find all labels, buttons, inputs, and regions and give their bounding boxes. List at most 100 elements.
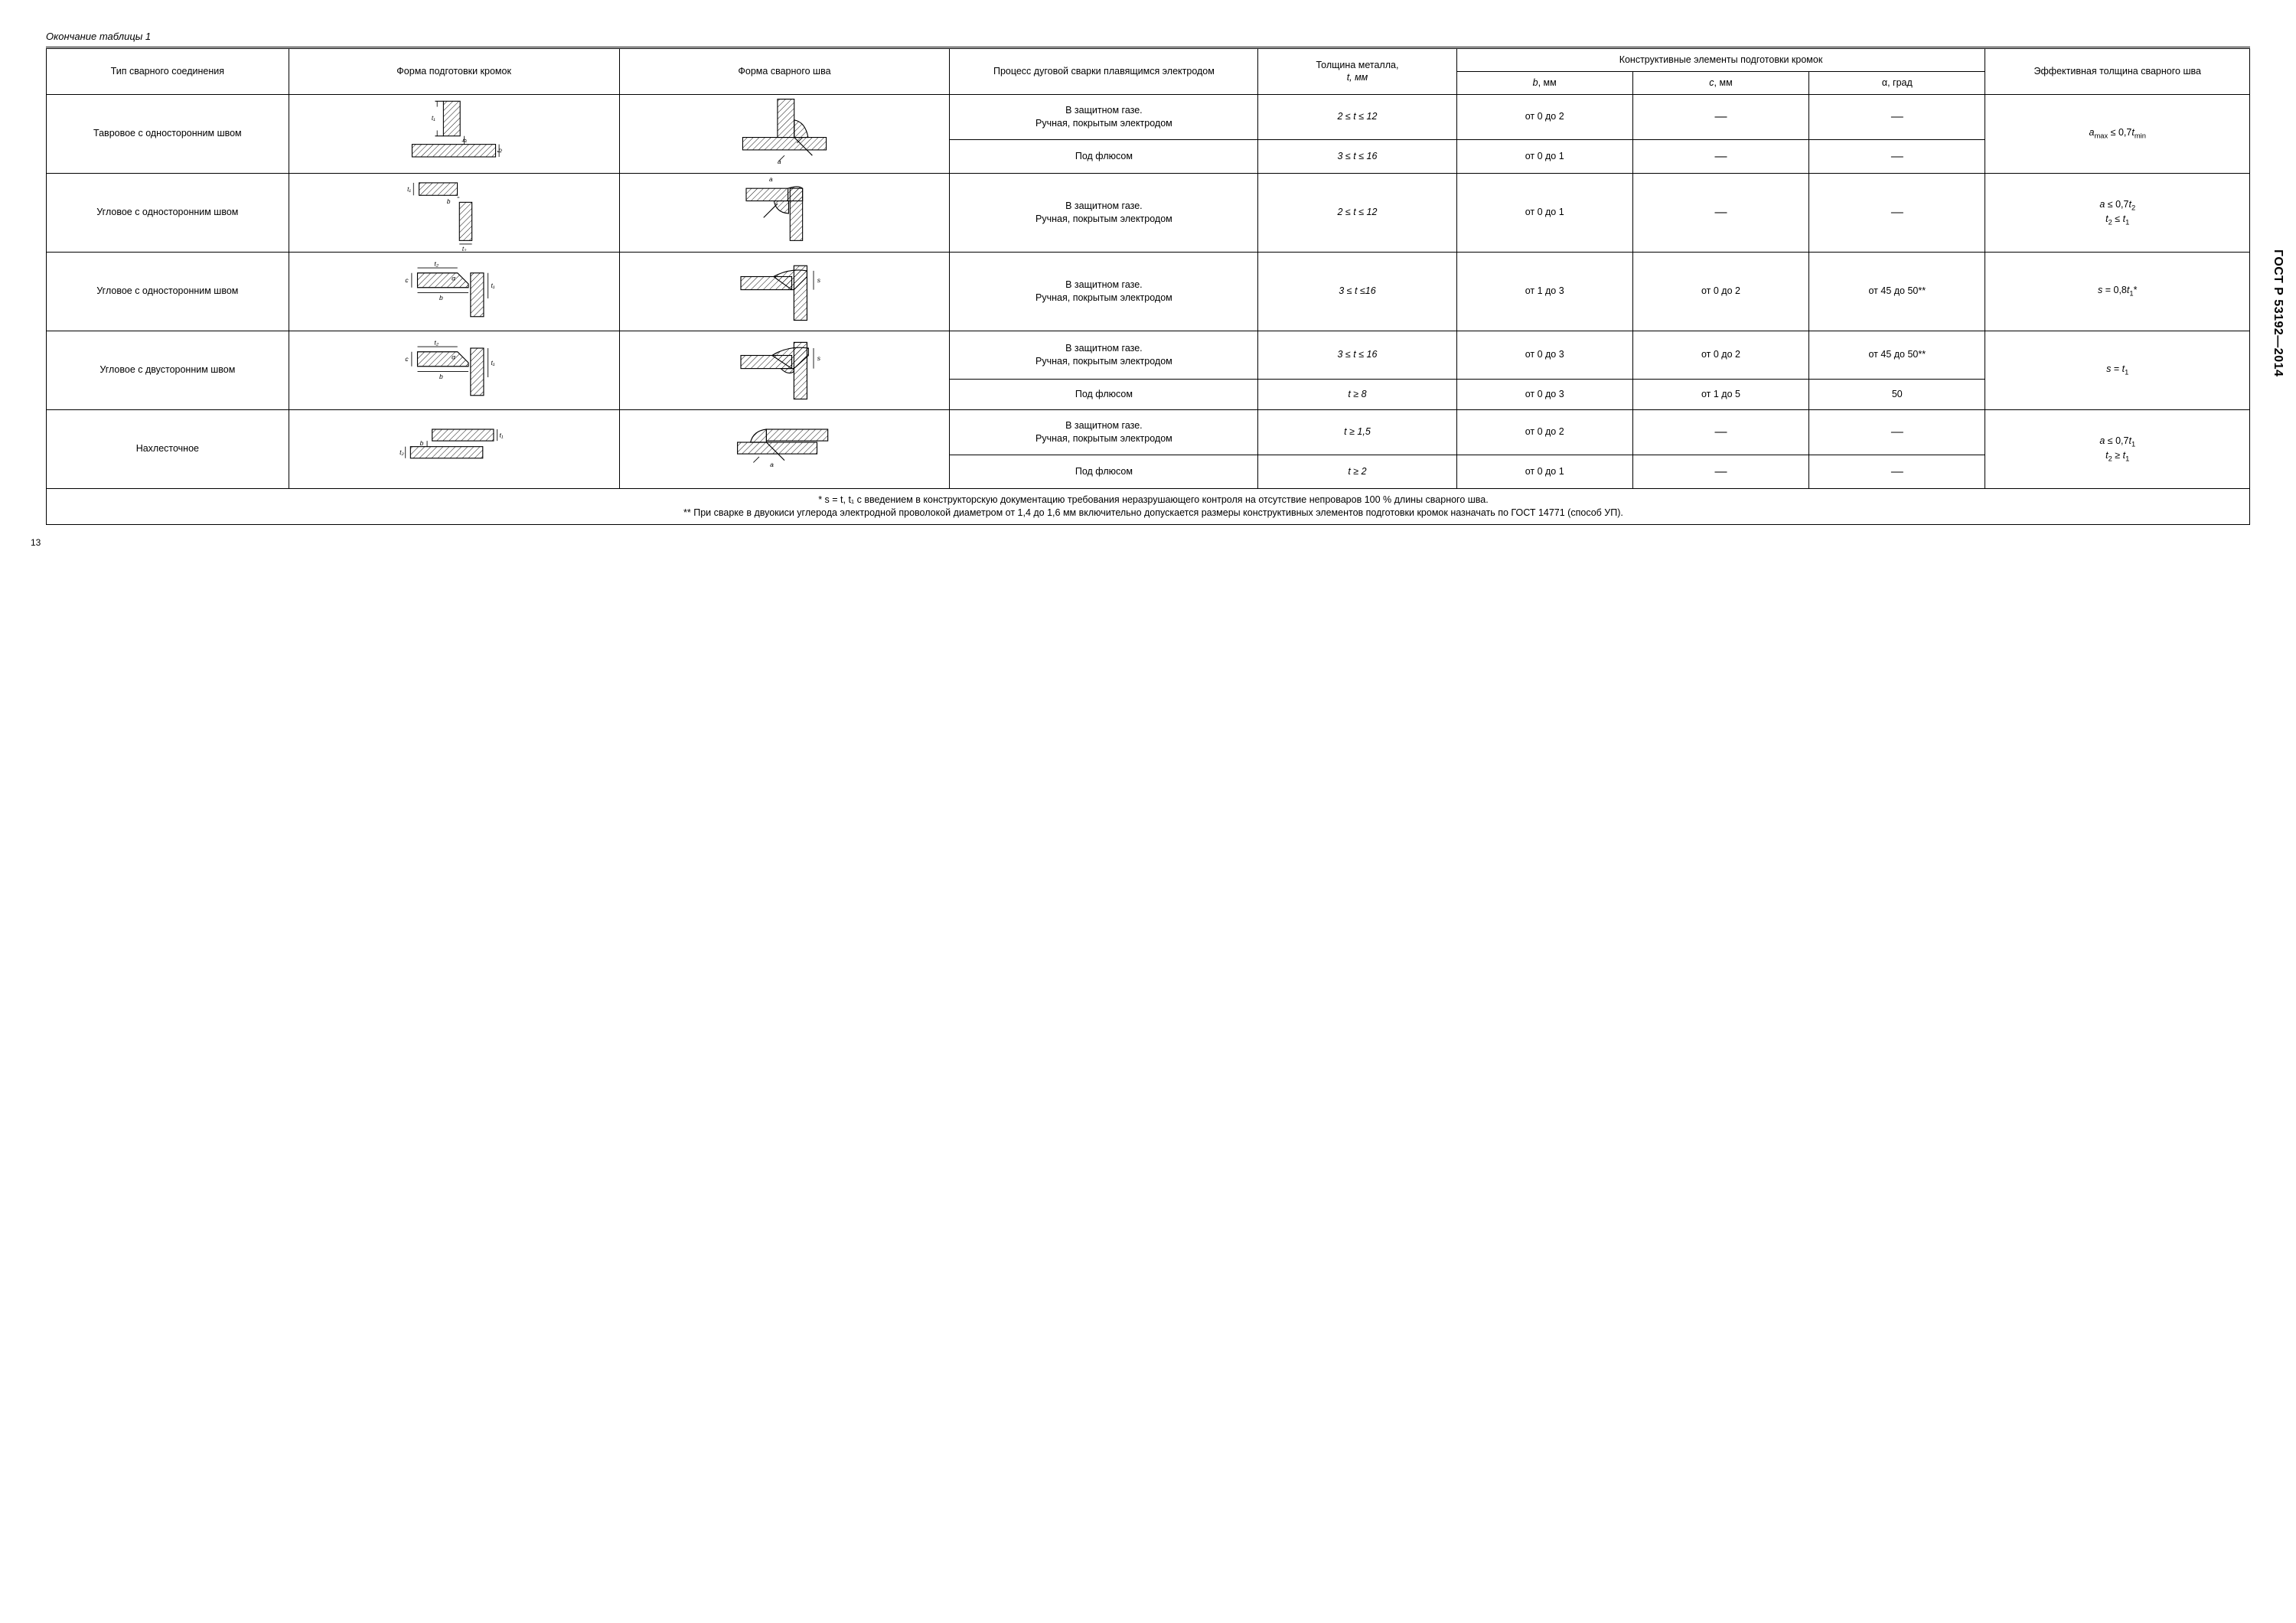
cell-prep-diagram: t₁ b t₂ (289, 173, 619, 252)
cell-c: от 0 до 2 (1632, 252, 1808, 331)
cell-t: 3 ≤ t ≤16 (1258, 252, 1456, 331)
svg-text:t₁: t₁ (491, 359, 495, 367)
cell-prep-diagram: b t₁ t₂ (289, 409, 619, 488)
hdr-struct: Конструктивные элементы подготовки кромо… (1456, 48, 1985, 72)
cell-b: от 0 до 2 (1456, 94, 1632, 139)
hdr-process: Процесс дуговой сварки плавящимся электр… (950, 48, 1258, 95)
cell-process: В защитном газе. Ручная, покры­тым элект… (950, 94, 1258, 139)
cell-c: — (1632, 173, 1808, 252)
cell-joint: Тавровое с односторон­ним швом (47, 94, 289, 173)
corner-seam-icon: a (731, 174, 838, 251)
cell-eff: amax ≤ 0,7tmin (1985, 94, 2250, 173)
svg-text:c: c (405, 355, 409, 363)
cell-a: от 45 до 50** (1809, 252, 1985, 331)
cell-eff: a ≤ 0,7t2t2 ≤ t1 (1985, 173, 2250, 252)
cell-eff: s = t1 (1985, 331, 2250, 409)
lap-prep-icon: b t₁ t₂ (396, 416, 511, 481)
cell-t: t ≥ 8 (1258, 379, 1456, 409)
footnote-1: * s = t, t₁ с введением в конструкторску… (818, 494, 1489, 505)
cell-t: 3 ≤ t ≤ 16 (1258, 139, 1456, 173)
cell-c: от 0 до 2 (1632, 331, 1808, 379)
cell-prep-diagram: t₁ b t₂ (289, 94, 619, 173)
cell-a: от 45 до 50** (1809, 331, 1985, 379)
cell-a: — (1809, 94, 1985, 139)
cell-b: от 1 до 3 (1456, 252, 1632, 331)
svg-text:a: a (769, 176, 773, 183)
svg-text:a: a (778, 158, 781, 165)
svg-text:t₁: t₁ (407, 186, 411, 193)
cell-c: — (1632, 139, 1808, 173)
tee-seam-icon: a (731, 96, 838, 172)
svg-text:b: b (461, 139, 468, 142)
document-id: ГОСТ Р 53192—2014 (2271, 249, 2285, 376)
cell-seam-diagram: s (619, 252, 950, 331)
cell-b: от 0 до 3 (1456, 331, 1632, 379)
cell-joint: Угловое с односторон­ним швом (47, 252, 289, 331)
cell-t: t ≥ 1,5 (1258, 409, 1456, 455)
svg-text:t₁: t₁ (432, 115, 435, 122)
hdr-eff: Эффективная толщина сварного шва (1985, 48, 2250, 95)
footnote-2: ** При сварке в двуокиси углерода электр… (683, 507, 1623, 518)
hdr-prep: Форма подготовки кромок (289, 48, 619, 95)
svg-text:t₁: t₁ (500, 432, 504, 439)
cell-eff: s = 0,8t1* (1985, 252, 2250, 331)
table-caption: Окончание таблицы 1 (46, 31, 2250, 42)
corner-bevel-prep-icon: t₂ α c b t₁ (396, 255, 511, 328)
svg-text:b: b (447, 198, 451, 205)
cell-a: — (1809, 409, 1985, 455)
svg-text:c: c (405, 276, 409, 284)
cell-seam-diagram: a (619, 173, 950, 252)
svg-text:s: s (817, 276, 821, 284)
hdr-alpha: α, град (1809, 71, 1985, 94)
cell-process: В защитном газе. Ручная, покры­тым элект… (950, 331, 1258, 379)
cell-a: — (1809, 455, 1985, 488)
tee-prep-icon: t₁ b t₂ (400, 96, 507, 172)
svg-text:t₂: t₂ (496, 148, 503, 152)
weld-table: Тип сварного соединения Форма подготовки… (46, 47, 2250, 525)
cell-seam-diagram: a (619, 94, 950, 173)
svg-text:t₂: t₂ (434, 260, 439, 268)
cell-t: 2 ≤ t ≤ 12 (1258, 173, 1456, 252)
cell-c: — (1632, 409, 1808, 455)
hdr-b: b, мм (1456, 71, 1632, 94)
cell-process: Под флюсом (950, 455, 1258, 488)
cell-seam-diagram: a (619, 409, 950, 488)
svg-text:s: s (817, 354, 821, 362)
cell-c: — (1632, 94, 1808, 139)
table-row: Угловое с двусторонним швом t₂ α c b t₁ … (47, 331, 2250, 379)
table-footnotes: * s = t, t₁ с введением в конструкторску… (47, 488, 2250, 524)
cell-prep-diagram: t₂ α c b t₁ (289, 331, 619, 409)
page-number: 13 (31, 537, 41, 548)
cell-prep-diagram: t₂ α c b t₁ (289, 252, 619, 331)
svg-text:b: b (439, 373, 443, 380)
svg-text:a: a (770, 461, 774, 468)
corner-bevel-seam-icon: s (727, 255, 842, 328)
cell-seam-diagram: s (619, 331, 950, 409)
svg-text:b: b (439, 294, 443, 301)
svg-text:t₁: t₁ (491, 282, 495, 289)
lap-seam-icon: a (727, 416, 842, 481)
corner2-seam-icon: s (727, 334, 842, 406)
cell-t: 3 ≤ t ≤ 16 (1258, 331, 1456, 379)
cell-joint: Угловое с двусторонним швом (47, 331, 289, 409)
hdr-seam: Форма сварного шва (619, 48, 950, 95)
hdr-joint: Тип сварного соединения (47, 48, 289, 95)
cell-a: — (1809, 139, 1985, 173)
svg-text:t₂: t₂ (462, 246, 467, 251)
cell-a: 50 (1809, 379, 1985, 409)
cell-c: от 1 до 5 (1632, 379, 1808, 409)
hdr-c: c, мм (1632, 71, 1808, 94)
cell-b: от 0 до 1 (1456, 139, 1632, 173)
cell-c: — (1632, 455, 1808, 488)
cell-joint: Угловое с односторон­ним швом (47, 173, 289, 252)
table-row: Тавровое с односторон­ним швом t₁ b t₂ a (47, 94, 2250, 139)
cell-b: от 0 до 3 (1456, 379, 1632, 409)
cell-t: 2 ≤ t ≤ 12 (1258, 94, 1456, 139)
table-row: Угловое с односторон­ним швом t₂ α c b t… (47, 252, 2250, 331)
cell-eff: a ≤ 0,7t1t2 ≥ t1 (1985, 409, 2250, 488)
cell-joint: Нахлесточное (47, 409, 289, 488)
table-row: Угловое с односторон­ним швом t₁ b t₂ a … (47, 173, 2250, 252)
corner-prep-icon: t₁ b t₂ (400, 174, 507, 251)
cell-b: от 0 до 1 (1456, 455, 1632, 488)
svg-text:t₂: t₂ (400, 448, 404, 456)
